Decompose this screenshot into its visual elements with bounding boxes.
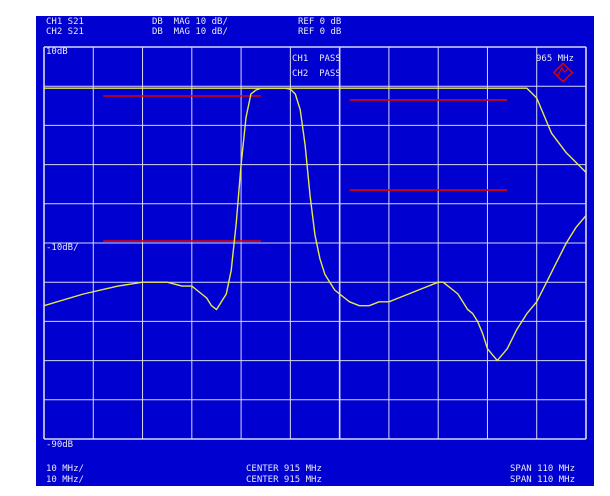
rohde-schwarz-logo-icon [552, 62, 574, 83]
footer-scale-ch1: 10 MHz/ [46, 464, 84, 474]
grid-lines [43, 46, 587, 440]
middle-scale-label: -10dB/ [46, 243, 79, 253]
ch2-trace-label: CH2 S21 [46, 27, 84, 37]
analyzer-display: CH1 S21 DB MAG 10 dB/ REF 0 dB CH2 S21 D… [36, 16, 594, 486]
top-scale-label: 10dB [46, 47, 68, 57]
footer-span-ch1: SPAN 110 MHz [510, 464, 576, 474]
ch1-trace-label: CH1 S21 [46, 17, 84, 27]
chart-plot [43, 46, 587, 440]
ch1-format-label: DB MAG 10 dB/ [152, 17, 228, 27]
trace-ch1 [43, 87, 587, 311]
bottom-scale-label: -90dB [46, 440, 74, 450]
footer-center-ch1: CENTER 915 MHz [246, 464, 322, 474]
ch1-ref-label: REF 0 dB [298, 17, 342, 27]
ch1-pass-status: CH1 PASS [292, 54, 341, 64]
trace-ch2 [44, 87, 587, 362]
footer-center-ch2: CENTER 915 MHz [246, 475, 322, 485]
ch2-ref-label: REF 0 dB [298, 27, 342, 37]
trace-lines [43, 87, 587, 362]
footer-scale-ch2: 10 MHz/ [46, 475, 84, 485]
limit-lines [103, 95, 508, 242]
marker-frequency: 965 MHz [536, 54, 574, 64]
ch2-format-label: DB MAG 10 dB/ [152, 27, 228, 37]
footer-span-ch2: SPAN 110 MHz [510, 475, 576, 485]
ch2-pass-status: CH2 PASS [292, 69, 341, 79]
